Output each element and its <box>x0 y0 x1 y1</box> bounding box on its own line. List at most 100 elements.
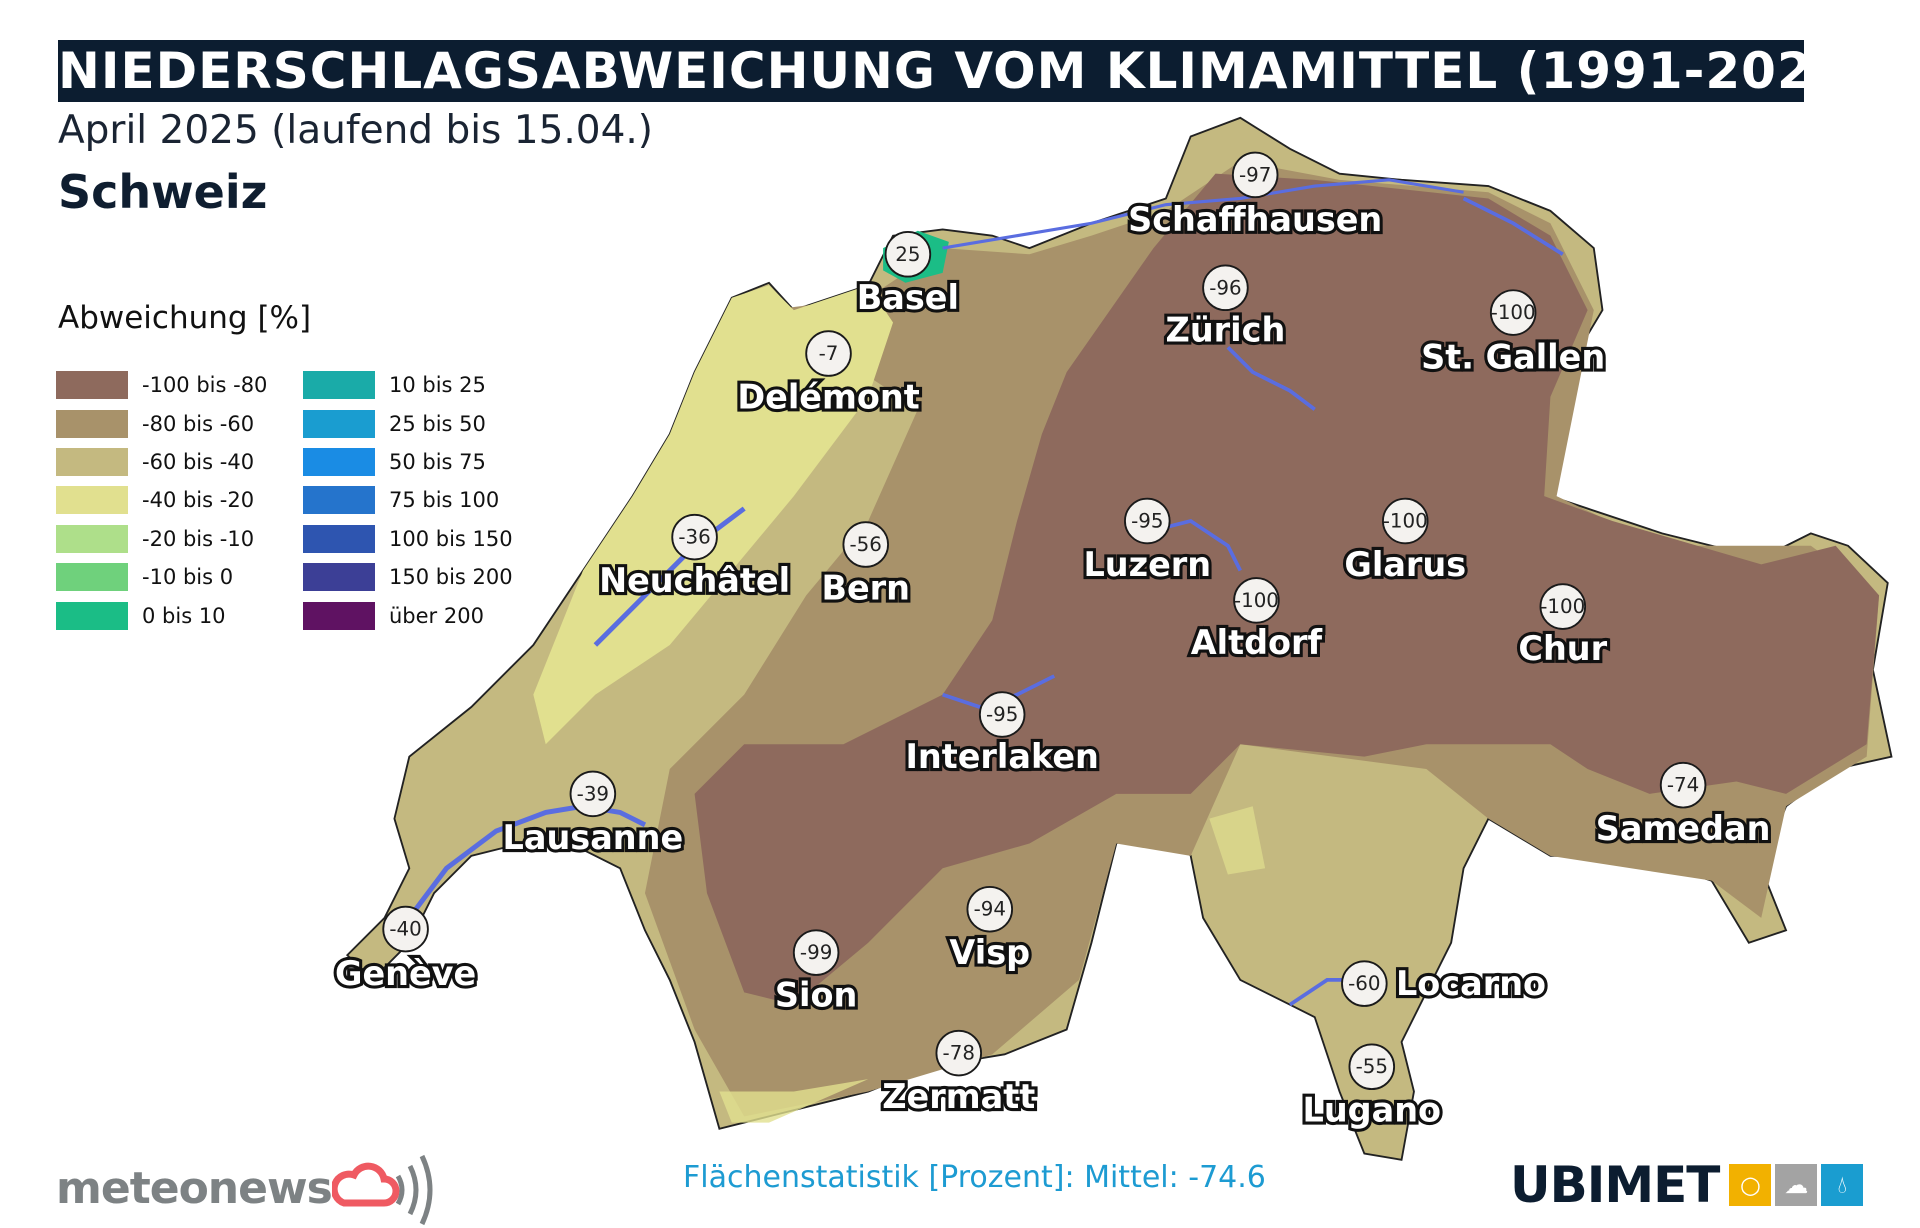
city-marker: -99 Sion <box>772 929 860 1017</box>
city-value-circle <box>382 905 429 953</box>
legend-item: 25 bis 50 <box>303 404 513 442</box>
city-value: -78 <box>943 1042 975 1065</box>
legend-column-left: -100 bis -80 -80 bis -60 -60 bis -40 -40 bi… <box>56 366 267 635</box>
city-name: Samedan <box>1596 809 1771 848</box>
legend-swatch <box>56 563 128 592</box>
city-value-circle <box>1659 761 1707 809</box>
legend-swatch <box>56 371 128 400</box>
city-marker: -36 Neuchâtel <box>596 513 793 603</box>
city-value-circle <box>884 231 932 278</box>
city-value: -39 <box>577 782 609 805</box>
city-name: St. Gallen <box>1421 338 1605 377</box>
city-value: -100 <box>1491 301 1536 324</box>
legend-item: 0 bis 10 <box>56 596 267 634</box>
city-value-circle <box>805 330 852 377</box>
city-value-circle <box>966 885 1014 933</box>
city-marker: -74 Samedan <box>1593 761 1774 851</box>
city-value: -97 <box>1239 163 1271 186</box>
cloud-signal-icon <box>331 1154 433 1226</box>
legend-swatch <box>303 601 375 630</box>
legend-label: -100 bis -80 <box>142 373 268 398</box>
legend-label: 100 bis 150 <box>389 526 513 551</box>
city-value-circle <box>935 1029 983 1077</box>
city-name: Locarno <box>1396 964 1546 1003</box>
city-marker: -100 Glarus <box>1341 497 1469 587</box>
legend-column-right: 10 bis 25 25 bis 50 50 bis 75 75 bis 100 100… <box>303 366 513 635</box>
legend-label: 75 bis 100 <box>389 488 500 513</box>
legend-label: 25 bis 50 <box>389 411 486 436</box>
city-marker: -94 Visp <box>946 885 1033 975</box>
legend-label: -60 bis -40 <box>142 449 255 474</box>
city-value: -95 <box>1131 509 1163 532</box>
city-value: -55 <box>1356 1055 1388 1078</box>
city-value-circle <box>978 691 1026 738</box>
city-value: -95 <box>986 703 1018 726</box>
city-value: -99 <box>800 941 832 964</box>
legend-item: -100 bis -80 <box>56 366 267 404</box>
legend-swatch <box>56 409 128 438</box>
city-value: -60 <box>1348 972 1380 995</box>
city-value-circle <box>792 929 840 976</box>
city-name: Lausanne <box>503 818 684 857</box>
city-marker: -78 Zermatt <box>879 1029 1038 1119</box>
legend-item: über 200 <box>303 596 513 634</box>
city-marker: -100 Chur <box>1515 583 1611 671</box>
city-name: Luzern <box>1083 545 1211 584</box>
legend-item: 50 bis 75 <box>303 443 513 481</box>
legend-item: 150 bis 200 <box>303 558 513 596</box>
legend-label: 150 bis 200 <box>389 565 513 590</box>
city-name: Genève <box>335 954 476 993</box>
very-dry-core <box>694 173 1880 1005</box>
legend-label: über 200 <box>389 603 484 628</box>
river-rhine <box>942 178 1464 250</box>
city-value-circle <box>671 513 718 561</box>
city-marker: -39 Lausanne <box>499 770 686 860</box>
city-name: Interlaken <box>905 737 1098 776</box>
moist-north-west <box>533 285 894 745</box>
map-title: NIEDERSCHLAGSABWEICHUNG VOM KLIMAMITTEL … <box>58 40 1873 102</box>
lake-constance <box>1462 196 1564 256</box>
city-name: Zürich <box>1166 310 1286 349</box>
city-marker: -55 Lugano <box>1299 1043 1444 1133</box>
legend-item: -10 bis 0 <box>56 558 267 596</box>
city-value: -100 <box>1383 509 1428 532</box>
city-markers: -97 Schaffhausen 25 Basel -96 Zürich -100 St. G… <box>332 151 1774 1133</box>
moist-ticino <box>1209 806 1266 875</box>
city-value: -96 <box>1209 276 1241 299</box>
legend-item: 10 bis 25 <box>303 366 513 404</box>
city-name: Glarus <box>1344 545 1466 584</box>
city-value: -100 <box>1540 595 1585 618</box>
meteonews-logo-text: meteonews <box>56 1162 333 1214</box>
city-name: Bern <box>821 568 910 607</box>
city-name: Altdorf <box>1191 623 1323 662</box>
legend-label: 0 bis 10 <box>142 603 226 628</box>
legend-swatch <box>303 563 375 592</box>
city-name: Schaffhausen <box>1128 200 1382 239</box>
city-marker: -56 Bern <box>818 521 913 611</box>
legend-label: -80 bis -60 <box>142 411 255 436</box>
city-name: Visp <box>949 933 1030 972</box>
legend-swatch <box>303 486 375 515</box>
city-marker: -100 Altdorf <box>1188 577 1326 665</box>
city-value-circle <box>1233 577 1280 624</box>
city-value: -56 <box>850 533 882 556</box>
legend-item: -80 bis -60 <box>56 404 267 442</box>
legend-label: -10 bis 0 <box>142 565 234 590</box>
drop-icon: 💧︎ <box>1821 1164 1864 1206</box>
legend-swatch <box>56 524 128 553</box>
city-name: Chur <box>1518 629 1607 668</box>
legend-swatch <box>303 524 375 553</box>
legend-label: -40 bis -20 <box>142 488 255 513</box>
city-value: -40 <box>389 918 421 941</box>
city-value: -74 <box>1667 774 1699 797</box>
lake-zurich <box>1226 345 1316 411</box>
legend-item: 100 bis 150 <box>303 520 513 558</box>
legend-label: 10 bis 25 <box>389 373 486 398</box>
city-value-circle <box>1489 289 1537 336</box>
city-value: -7 <box>819 342 839 365</box>
city-value-circle <box>1124 497 1171 545</box>
city-marker: -60 Locarno <box>1341 960 1549 1007</box>
city-marker: -95 Interlaken <box>902 691 1102 779</box>
meteonews-logo: meteonews <box>56 1148 442 1228</box>
